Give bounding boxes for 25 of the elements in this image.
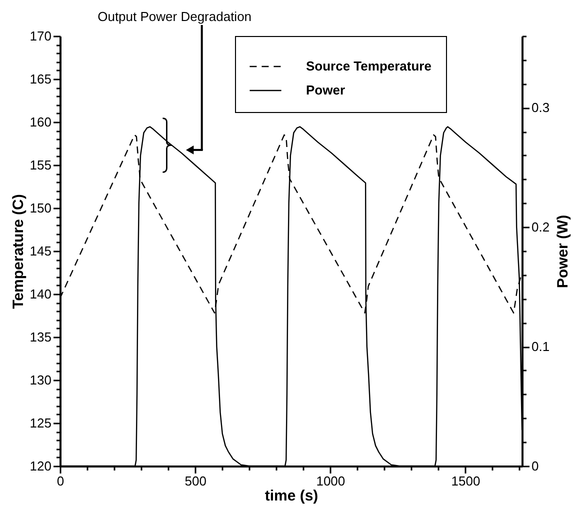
y-tick-label: 150 [30, 200, 52, 216]
y-tick-label: 120 [30, 458, 52, 474]
x-tick-label: 0 [56, 474, 64, 488]
x-tick-label: 500 [184, 474, 206, 488]
y-tick-label: 140 [30, 286, 52, 302]
y-tick-label: 155 [30, 158, 52, 172]
y-tick-label: 165 [30, 72, 52, 86]
y-tick-label: 160 [30, 114, 52, 130]
text: Output Power Degradation [98, 9, 252, 24]
x-tick-label: 1000 [316, 474, 346, 488]
x-axis-title: time (s) [264, 488, 318, 504]
y2-axis-title: Power (W) [554, 214, 572, 288]
legend-label: Source Temperature [306, 58, 432, 74]
y-axis-title: Temperature (C) [10, 194, 27, 309]
y-tick-label: 145 [30, 244, 52, 258]
y-tick-label: 130 [30, 372, 52, 388]
y2-tick-label: 0.1 [532, 339, 550, 354]
y2-tick-label: 0.2 [532, 220, 550, 235]
y-tick-label: 125 [30, 416, 52, 430]
legend-label: Power [306, 82, 346, 98]
y2-tick-label: 0.3 [532, 100, 550, 116]
y2-tick-label: 0 [532, 458, 539, 474]
y-tick-label: 170 [30, 28, 52, 44]
x-tick-label: 1500 [451, 474, 480, 488]
y-tick-label: 135 [30, 330, 52, 344]
